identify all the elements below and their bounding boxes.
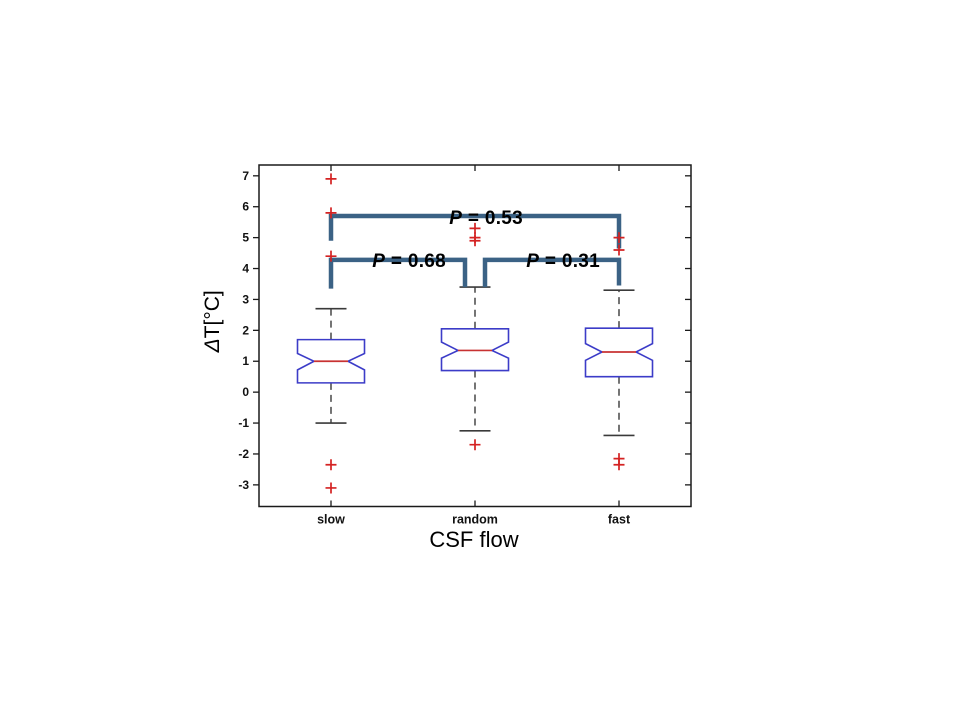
outlier-marker xyxy=(325,459,337,471)
y-tick-label: -2 xyxy=(238,447,249,461)
outlier-marker xyxy=(469,439,481,451)
y-tick-label: 2 xyxy=(242,323,249,337)
y-tick-label: -3 xyxy=(238,478,249,492)
y-tick-label: 7 xyxy=(242,169,249,183)
outlier-marker xyxy=(469,235,481,247)
p-value-label-random-fast: P = 0.31 xyxy=(504,229,600,295)
y-axis-title: ΔT[°C] xyxy=(177,290,249,376)
p-value-text: = 0.53 xyxy=(462,208,524,229)
p-value-label-slow-fast: P = 0.53 xyxy=(427,186,523,252)
p-symbol: P xyxy=(526,251,540,272)
outlier-marker xyxy=(613,459,625,471)
p-value-text: = 0.31 xyxy=(539,251,601,272)
y-tick-label: 0 xyxy=(242,385,249,399)
category-label: fast xyxy=(608,513,631,527)
outlier-marker xyxy=(325,250,337,262)
p-symbol: P xyxy=(449,208,463,229)
outlier-marker xyxy=(613,244,625,256)
significance-bracket xyxy=(482,257,622,288)
outlier-marker xyxy=(325,207,337,219)
outlier-marker xyxy=(325,482,337,494)
notched-box xyxy=(584,327,654,378)
y-tick-label: 1 xyxy=(242,354,249,368)
outlier-marker xyxy=(469,222,481,234)
y-axis-title-text: T[°C] xyxy=(201,290,224,339)
category-label: slow xyxy=(317,513,345,527)
y-tick-label: 5 xyxy=(242,231,249,245)
outlier-marker xyxy=(325,173,337,185)
x-axis-title: CSF flow xyxy=(429,527,519,552)
notched-box xyxy=(440,327,510,372)
category-label: random xyxy=(452,513,498,527)
y-tick-label: 4 xyxy=(242,262,249,276)
notched-box xyxy=(296,338,366,384)
significance-bracket xyxy=(328,257,468,289)
p-symbol: P xyxy=(372,251,386,272)
y-tick-label: 3 xyxy=(242,292,249,306)
y-tick-label: 6 xyxy=(242,200,249,214)
p-value-text: = 0.68 xyxy=(385,251,447,272)
delta-symbol: Δ xyxy=(201,338,224,353)
y-tick-label: -1 xyxy=(238,416,249,430)
outlier-marker xyxy=(613,232,625,244)
p-value-label-slow-random: P = 0.68 xyxy=(350,229,446,295)
